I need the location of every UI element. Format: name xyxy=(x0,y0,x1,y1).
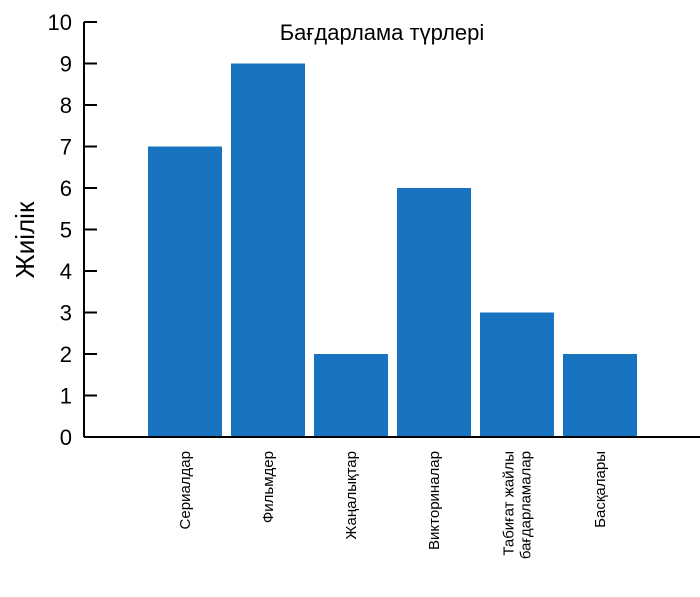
y-tick-label-1: 1 xyxy=(60,384,72,409)
y-tick-label-6: 6 xyxy=(60,176,72,201)
y-tick-label-10: 10 xyxy=(48,10,72,35)
y-tick-label-0: 0 xyxy=(60,425,72,450)
category-label-4-line-0: Табиғат жайлы xyxy=(501,451,518,556)
y-tick-label-7: 7 xyxy=(60,135,72,160)
category-label-3: Викториналар xyxy=(426,451,443,550)
bar-4 xyxy=(480,312,554,437)
category-label-2: Жаңалықтар xyxy=(343,451,360,539)
bar-1 xyxy=(231,63,305,437)
category-label-5: Басқалары xyxy=(592,451,609,528)
category-label-4-line-1: бағдарламалар xyxy=(518,451,535,559)
bar-2 xyxy=(314,354,388,437)
category-label-1: Фильмдер xyxy=(260,451,277,523)
bar-0 xyxy=(148,146,222,437)
chart-title: Бағдарлама түрлері xyxy=(280,20,485,45)
category-label-0: Сериалдар xyxy=(177,451,194,529)
y-axis: 0 1 2 3 4 5 6 7 8 9 10 xyxy=(48,10,97,450)
bar-5 xyxy=(563,354,637,437)
y-tick-label-3: 3 xyxy=(60,301,72,326)
category-labels: Сериалдар Фильмдер Жаңалықтар Викториналар Т… xyxy=(177,451,609,559)
bar-3 xyxy=(397,188,471,437)
y-tick-label-8: 8 xyxy=(60,93,72,118)
y-tick-label-9: 9 xyxy=(60,52,72,77)
y-tick-label-5: 5 xyxy=(60,218,72,243)
y-tick-label-2: 2 xyxy=(60,342,72,367)
bars-group xyxy=(148,63,637,437)
y-tick-label-4: 4 xyxy=(60,259,72,284)
y-axis-label: Жиілік xyxy=(10,201,40,278)
